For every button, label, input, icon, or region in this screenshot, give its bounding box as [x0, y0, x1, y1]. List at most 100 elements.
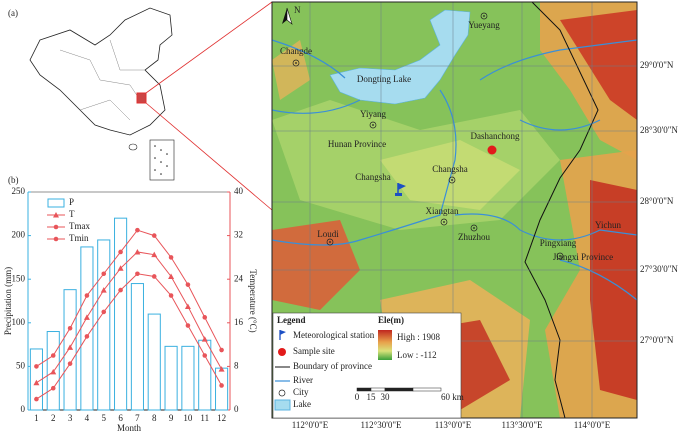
point	[151, 274, 157, 279]
place-label: Changde	[280, 46, 312, 56]
point	[202, 315, 208, 320]
bar	[63, 289, 77, 411]
legend-city	[278, 389, 286, 397]
bar	[215, 367, 229, 411]
city-dot	[372, 124, 374, 126]
legend-flag	[280, 330, 286, 335]
point	[117, 265, 124, 271]
point	[168, 293, 174, 298]
y-axis-label: Precipitation (mm)	[3, 267, 13, 335]
scale-label: 15	[367, 392, 377, 402]
line	[36, 251, 223, 384]
y-tick-label: 250	[12, 186, 26, 196]
city-dot	[295, 62, 297, 64]
elevation-title: Ele(m)	[378, 315, 404, 325]
island-dot	[160, 149, 162, 151]
point	[219, 347, 224, 353]
x-tick-label: 12	[217, 413, 226, 423]
legend-label: Tmin	[69, 233, 89, 243]
station-base	[395, 193, 402, 196]
river	[271, 89, 457, 246]
y-tick-label: 150	[12, 273, 26, 283]
legend-item: Boundary of province	[293, 361, 372, 371]
point	[33, 379, 40, 386]
legend-label: T	[69, 209, 75, 219]
island-dot	[154, 145, 156, 147]
city-dot	[329, 241, 331, 243]
river	[479, 39, 638, 81]
x-tick-label: 2	[51, 413, 56, 423]
terrain	[272, 220, 360, 310]
city-dot	[473, 227, 475, 229]
lon-label: 114°0'0"E	[574, 420, 611, 430]
sample-site	[487, 145, 497, 155]
province-boundary	[524, 1, 599, 419]
elevation-high: High : 1908	[397, 332, 441, 342]
terrain	[380, 140, 520, 210]
lon-label: 112°0'0"E	[292, 420, 329, 430]
y-tick-label: 50	[16, 360, 26, 370]
legend-label: P	[69, 197, 74, 207]
terrain	[590, 180, 637, 400]
x-axis-label: Month	[117, 423, 142, 433]
north-arrow	[286, 7, 293, 25]
point	[100, 287, 107, 293]
point	[34, 396, 39, 402]
point	[151, 251, 158, 258]
city	[556, 252, 564, 260]
bar	[80, 246, 94, 411]
lat-label: 28°30'0"N	[640, 125, 678, 135]
river	[454, 213, 638, 241]
island-dot	[160, 161, 162, 163]
point	[50, 353, 56, 358]
point	[151, 233, 157, 238]
point	[84, 334, 90, 339]
station-flag	[398, 183, 406, 190]
point	[219, 383, 224, 388]
x-tick-label: 5	[102, 413, 107, 423]
place-label: Yiyang	[360, 109, 386, 119]
city-dot	[443, 221, 445, 223]
scale-label: 30	[381, 392, 391, 402]
terrain	[272, 40, 310, 100]
place-label: Dongting Lake	[357, 74, 411, 84]
elevation-ramp	[378, 330, 392, 360]
y2-tick-label: 40	[234, 186, 244, 196]
lon-label: 113°0'0"E	[435, 420, 472, 430]
point	[67, 344, 74, 350]
line	[36, 229, 223, 367]
china-outline	[29, 7, 173, 136]
x-tick-label: 9	[169, 413, 174, 423]
legend-title: Legend	[277, 315, 306, 325]
river	[271, 39, 346, 79]
legend-box	[272, 312, 462, 419]
bar	[198, 339, 212, 411]
y2-tick-label: 24	[234, 273, 244, 283]
island	[128, 143, 138, 151]
place-label: Yichun	[595, 220, 621, 230]
legend-marker	[53, 224, 59, 230]
scale-segment	[356, 387, 372, 392]
island-dot	[154, 157, 156, 159]
point	[202, 353, 208, 358]
island-dot	[166, 165, 168, 167]
place-label: Changsha	[432, 164, 468, 174]
y2-tick-label: 32	[234, 230, 243, 240]
point	[118, 249, 123, 255]
legend-lake	[274, 399, 291, 411]
lat-label: 28°0'0"N	[640, 196, 674, 206]
lat-label: 29°0'0"N	[640, 60, 674, 70]
point	[34, 364, 39, 369]
x-tick-label: 6	[118, 413, 123, 423]
point	[50, 385, 56, 391]
point	[84, 293, 90, 298]
y-tick-label: 100	[12, 317, 26, 327]
legend-marker	[53, 236, 59, 242]
y-tick-label: 200	[12, 230, 26, 240]
point	[168, 255, 174, 260]
elevation-low: Low : -112	[397, 350, 437, 360]
scale-segment	[412, 387, 442, 392]
chart-title: (b)	[8, 175, 19, 185]
north-arrow	[282, 8, 287, 24]
province-line	[79, 99, 131, 121]
